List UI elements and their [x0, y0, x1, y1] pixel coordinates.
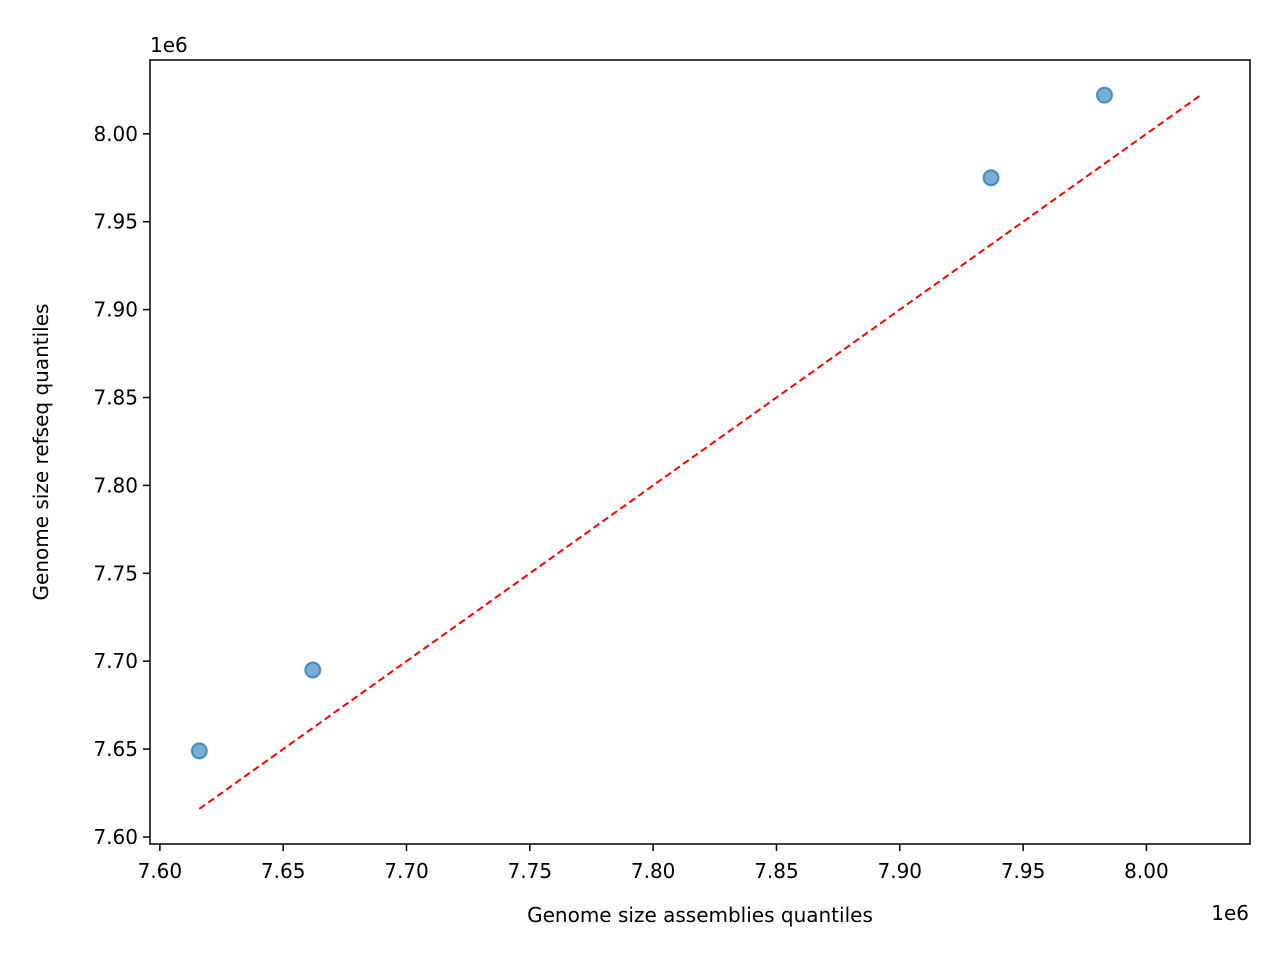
scatter-point-1	[190, 742, 208, 760]
x-tick-label: 7.95	[1001, 859, 1046, 883]
scatter-point-4	[1095, 86, 1113, 104]
y-tick-label: 7.60	[93, 825, 138, 849]
x-ticks: 7.60 7.65 7.70 7.75 7.80 7.85 7.90 7.95 8.00	[138, 844, 1169, 883]
x-tick-label: 7.85	[754, 859, 799, 883]
y-tick-label: 7.95	[93, 210, 138, 234]
scatter-point-2	[304, 661, 322, 679]
y-tick-label: 7.70	[93, 649, 138, 673]
x-tick-label: 7.60	[138, 859, 183, 883]
reference-line-group	[198, 94, 1202, 810]
x-tick-label: 7.80	[631, 859, 676, 883]
x-tick-label: 7.75	[508, 859, 553, 883]
x-tick-label: 7.90	[878, 859, 923, 883]
y-tick-label: 7.90	[93, 298, 138, 322]
y-axis-label: Genome size refseq quantiles	[29, 304, 53, 601]
reference-line	[198, 94, 1202, 810]
x-tick-label: 8.00	[1124, 859, 1169, 883]
x-tick-label: 7.70	[384, 859, 429, 883]
x-tick-label: 7.65	[261, 859, 306, 883]
y-tick-label: 8.00	[93, 122, 138, 146]
y-tick-label: 7.65	[93, 737, 138, 761]
y-offset-text: 1e6	[150, 33, 188, 57]
y-tick-label: 7.75	[93, 561, 138, 585]
x-axis-label: Genome size assemblies quantiles	[527, 903, 873, 927]
points-group	[190, 86, 1113, 760]
plot-frame	[149, 59, 1251, 845]
x-offset-text: 1e6	[1211, 901, 1249, 925]
scatter-point-3	[982, 169, 1000, 187]
y-tick-label: 7.80	[93, 473, 138, 497]
plot-area	[150, 60, 1250, 844]
y-ticks: 7.60 7.65 7.70 7.75 7.80 7.85 7.90 7.95 8.00	[93, 122, 150, 849]
y-tick-label: 7.85	[93, 386, 138, 410]
